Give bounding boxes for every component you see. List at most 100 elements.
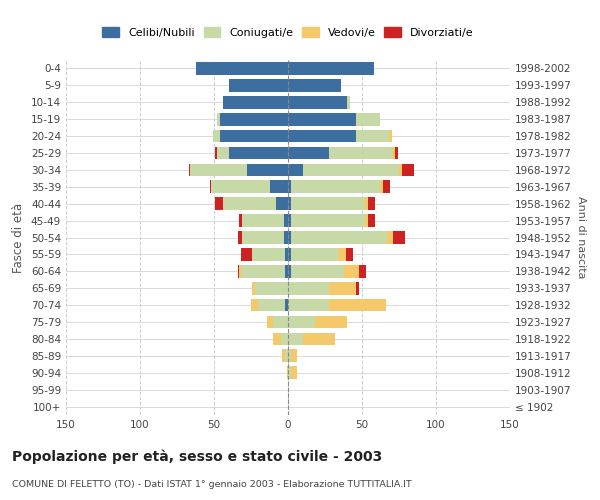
- Bar: [380, 180, 383, 193]
- Bar: [288, 299, 329, 312]
- Bar: [288, 214, 291, 227]
- Bar: [291, 366, 297, 379]
- Bar: [303, 332, 335, 345]
- Bar: [287, 366, 288, 379]
- Bar: [392, 146, 395, 160]
- Bar: [282, 350, 285, 362]
- Bar: [356, 282, 359, 294]
- Bar: [387, 231, 393, 244]
- Legend: Celibi/Nubili, Coniugati/e, Vedovi/e, Divorziati/e: Celibi/Nubili, Coniugati/e, Vedovi/e, Di…: [98, 23, 478, 42]
- Bar: [314, 316, 347, 328]
- Bar: [288, 146, 329, 160]
- Text: Popolazione per età, sesso e stato civile - 2003: Popolazione per età, sesso e stato civil…: [12, 450, 382, 464]
- Bar: [241, 265, 285, 278]
- Bar: [285, 350, 288, 362]
- Bar: [288, 332, 303, 345]
- Bar: [256, 282, 288, 294]
- Bar: [356, 113, 380, 126]
- Bar: [284, 214, 288, 227]
- Bar: [217, 146, 229, 160]
- Bar: [241, 248, 253, 260]
- Bar: [285, 248, 288, 260]
- Bar: [383, 180, 390, 193]
- Bar: [291, 180, 380, 193]
- Bar: [346, 248, 353, 260]
- Bar: [190, 164, 247, 176]
- Bar: [365, 214, 368, 227]
- Bar: [196, 62, 288, 75]
- Bar: [288, 282, 329, 294]
- Bar: [288, 96, 347, 108]
- Bar: [209, 180, 211, 193]
- Bar: [344, 265, 359, 278]
- Bar: [242, 231, 284, 244]
- Bar: [368, 214, 376, 227]
- Bar: [253, 248, 285, 260]
- Bar: [291, 198, 365, 210]
- Bar: [239, 214, 242, 227]
- Text: COMUNE DI FELETTO (TO) - Dati ISTAT 1° gennaio 2003 - Elaborazione TUTTITALIA.IT: COMUNE DI FELETTO (TO) - Dati ISTAT 1° g…: [12, 480, 412, 489]
- Bar: [223, 96, 288, 108]
- Bar: [288, 130, 356, 142]
- Bar: [288, 265, 291, 278]
- Bar: [273, 332, 281, 345]
- Bar: [220, 113, 288, 126]
- Bar: [288, 79, 341, 92]
- Bar: [288, 62, 374, 75]
- Bar: [291, 231, 387, 244]
- Bar: [288, 248, 291, 260]
- Y-axis label: Anni di nascita: Anni di nascita: [575, 196, 586, 279]
- Bar: [288, 164, 303, 176]
- Bar: [189, 164, 190, 176]
- Bar: [291, 350, 297, 362]
- Bar: [288, 113, 356, 126]
- Bar: [281, 332, 288, 345]
- Bar: [253, 282, 256, 294]
- Bar: [329, 146, 392, 160]
- Bar: [285, 299, 288, 312]
- Bar: [291, 214, 365, 227]
- Bar: [276, 198, 288, 210]
- Bar: [229, 146, 288, 160]
- Bar: [273, 316, 288, 328]
- Bar: [251, 299, 259, 312]
- Bar: [211, 180, 270, 193]
- Bar: [229, 79, 288, 92]
- Bar: [238, 231, 242, 244]
- Bar: [395, 146, 398, 160]
- Bar: [223, 198, 276, 210]
- Bar: [399, 164, 402, 176]
- Bar: [212, 130, 220, 142]
- Bar: [239, 265, 241, 278]
- Bar: [238, 265, 239, 278]
- Bar: [284, 231, 288, 244]
- Bar: [242, 214, 284, 227]
- Bar: [267, 316, 273, 328]
- Bar: [288, 366, 291, 379]
- Bar: [220, 130, 288, 142]
- Bar: [338, 248, 346, 260]
- Bar: [368, 198, 376, 210]
- Bar: [215, 198, 223, 210]
- Bar: [288, 198, 291, 210]
- Bar: [285, 265, 288, 278]
- Bar: [356, 130, 389, 142]
- Bar: [393, 231, 405, 244]
- Bar: [288, 231, 291, 244]
- Bar: [247, 164, 288, 176]
- Bar: [303, 164, 399, 176]
- Bar: [215, 146, 217, 160]
- Bar: [291, 265, 344, 278]
- Bar: [359, 265, 367, 278]
- Bar: [288, 316, 314, 328]
- Bar: [291, 248, 338, 260]
- Bar: [402, 164, 414, 176]
- Bar: [329, 282, 356, 294]
- Bar: [365, 198, 368, 210]
- Bar: [288, 350, 291, 362]
- Bar: [259, 299, 285, 312]
- Y-axis label: Fasce di età: Fasce di età: [13, 202, 25, 272]
- Bar: [329, 299, 386, 312]
- Bar: [347, 96, 350, 108]
- Bar: [270, 180, 288, 193]
